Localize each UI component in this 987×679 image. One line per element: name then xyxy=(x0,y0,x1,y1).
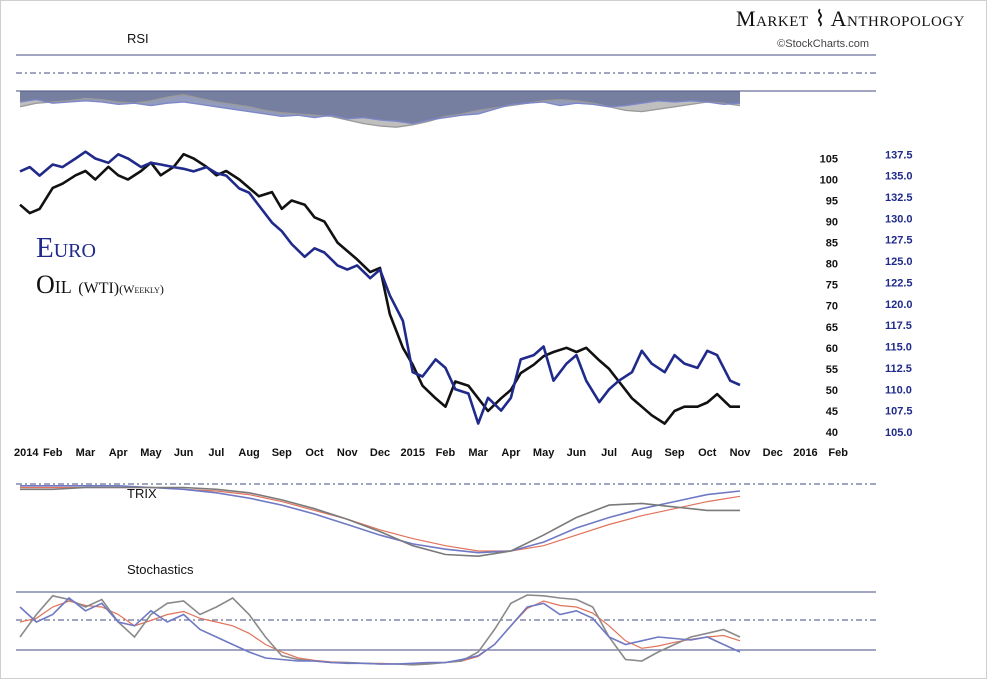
oil-axis-tick-label: 95 xyxy=(826,196,838,208)
trix-euro-line xyxy=(20,485,741,554)
x-axis-tick-label: Feb xyxy=(436,447,456,459)
oil-axis-tick-label: 90 xyxy=(826,217,838,229)
oil-series-line xyxy=(19,152,740,425)
rsi-oil-line xyxy=(19,94,741,128)
x-axis-tick-label: Jun xyxy=(174,447,194,459)
x-axis-tick-label: May xyxy=(140,447,162,459)
euro-axis-tick-label: 112.5 xyxy=(885,363,912,375)
euro-axis-tick-label: 117.5 xyxy=(885,320,912,332)
x-axis-tick-label: May xyxy=(533,447,555,459)
x-axis-tick-label: Feb xyxy=(43,447,63,459)
rsi-panel-label: RSI xyxy=(127,31,149,46)
euro-axis-tick-label: 135.0 xyxy=(885,171,913,183)
x-axis-tick-label: Sep xyxy=(272,447,292,459)
x-axis-tick-label: Jul xyxy=(208,447,224,459)
euro-series-line xyxy=(19,150,741,425)
euro-axis-tick-label: 110.0 xyxy=(885,384,912,396)
x-axis-tick-label: Apr xyxy=(109,447,129,459)
legend-oil-sub: (WTI) xyxy=(78,280,120,297)
oil-axis-tick-label: 55 xyxy=(826,364,838,376)
x-axis-tick-label: Feb xyxy=(828,447,848,459)
x-axis-tick-label: Oct xyxy=(698,447,717,459)
x-axis-tick-label: Nov xyxy=(337,447,359,459)
oil-axis-tick-label: 75 xyxy=(826,280,838,292)
x-axis-tick-label: Aug xyxy=(631,447,652,459)
x-axis-tick-label: 2016 xyxy=(793,447,817,459)
euro-axis-tick-label: 105.0 xyxy=(885,427,913,439)
trix-oil-line xyxy=(20,486,740,558)
x-axis-tick-label: Jun xyxy=(567,447,587,459)
oil-axis-tick-label: 100 xyxy=(820,174,838,186)
stoch-oil-line xyxy=(19,594,741,666)
trix-panel-label: TRIX xyxy=(127,486,157,501)
oil-axis-tick-label: 50 xyxy=(826,385,838,397)
x-axis-tick-label: Dec xyxy=(370,447,390,459)
x-axis-tick-label: Sep xyxy=(664,447,684,459)
x-axis-tick-label: Apr xyxy=(501,447,521,459)
trix-panel xyxy=(16,483,876,558)
x-axis-tick-label: Mar xyxy=(468,447,488,459)
trix-signal-line xyxy=(20,486,741,552)
stoch-signal-line xyxy=(19,600,741,665)
oil-axis-tick-label: 85 xyxy=(826,238,838,250)
rsi-euro-line xyxy=(19,98,741,125)
price-panel xyxy=(19,150,741,425)
oil-axis-tick-label: 45 xyxy=(826,406,838,418)
oil-axis-tick-label: 65 xyxy=(826,322,838,334)
legend-oil: Oil (WTI)(Weekly) xyxy=(36,270,164,300)
legend-oil-period: (Weekly) xyxy=(119,282,164,296)
x-axis-tick-label: Dec xyxy=(763,447,783,459)
x-axis-tick-label: Nov xyxy=(730,447,752,459)
euro-axis-tick-label: 137.5 xyxy=(885,149,913,161)
oil-axis-tick-label: 70 xyxy=(826,301,838,313)
chart-credit: ©StockCharts.com xyxy=(777,38,869,50)
x-axis-tick-label: Oct xyxy=(305,447,324,459)
x-axis-tick-label: Jul xyxy=(601,447,617,459)
stoch-euro-line xyxy=(19,596,741,665)
rsi-panel xyxy=(16,54,876,128)
euro-axis-tick-label: 107.5 xyxy=(885,406,913,418)
oil-axis-tick-label: 105 xyxy=(820,153,838,165)
oil-axis-tick-label: 80 xyxy=(826,259,838,271)
euro-axis-tick-label: 127.5 xyxy=(885,235,913,247)
legend-euro: Euro xyxy=(36,232,96,264)
x-axis-tick-label: 2014 xyxy=(14,447,39,459)
euro-axis-tick-label: 122.5 xyxy=(885,277,913,289)
x-axis-tick-label: Aug xyxy=(238,447,259,459)
euro-axis-tick-label: 115.0 xyxy=(885,342,912,354)
legend-oil-name: Oil xyxy=(36,270,72,299)
euro-axis-tick-label: 130.0 xyxy=(885,213,913,225)
x-axis-tick-label: 2015 xyxy=(400,447,424,459)
stochastics-panel xyxy=(16,591,876,666)
euro-axis-tick-label: 125.0 xyxy=(885,256,913,268)
oil-axis-tick-label: 40 xyxy=(826,427,838,439)
x-axis-tick-label: Mar xyxy=(76,447,96,459)
euro-axis-tick-label: 120.0 xyxy=(885,299,913,311)
brand-logo: Market ⌇ Anthropology xyxy=(736,6,965,31)
euro-axis-tick-label: 132.5 xyxy=(885,192,913,204)
stochastics-panel-label: Stochastics xyxy=(127,562,194,577)
axes: 40 45 50 55 60 65 70 75 80 85 90 95 100 105 105.0 107.5… xyxy=(14,149,913,459)
oil-axis-tick-label: 60 xyxy=(826,343,838,355)
